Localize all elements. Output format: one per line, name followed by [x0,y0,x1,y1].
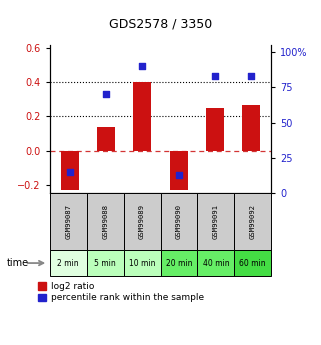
Text: GSM99091: GSM99091 [213,204,219,239]
Text: 2 min: 2 min [57,258,79,268]
Text: 60 min: 60 min [239,258,266,268]
Bar [242,105,260,150]
Text: time: time [6,258,29,268]
Text: GSM99092: GSM99092 [250,204,256,239]
Text: 10 min: 10 min [129,258,155,268]
Bar [206,108,224,150]
Text: GDS2578 / 3350: GDS2578 / 3350 [109,17,212,30]
Text: GSM99087: GSM99087 [65,204,71,239]
Legend: log2 ratio, percentile rank within the sample: log2 ratio, percentile rank within the s… [38,282,204,303]
Bar [133,82,152,150]
Point [67,169,72,175]
Point [140,63,145,69]
Bar [61,150,79,190]
Point [213,73,218,79]
Bar [97,127,115,150]
Text: 40 min: 40 min [203,258,229,268]
Text: GSM99089: GSM99089 [139,204,145,239]
Bar [169,150,188,190]
Point [249,73,254,79]
Point [103,91,108,97]
Text: 5 min: 5 min [94,258,116,268]
Point [176,172,181,178]
Text: GSM99088: GSM99088 [102,204,108,239]
Text: 20 min: 20 min [166,258,192,268]
Text: GSM99090: GSM99090 [176,204,182,239]
